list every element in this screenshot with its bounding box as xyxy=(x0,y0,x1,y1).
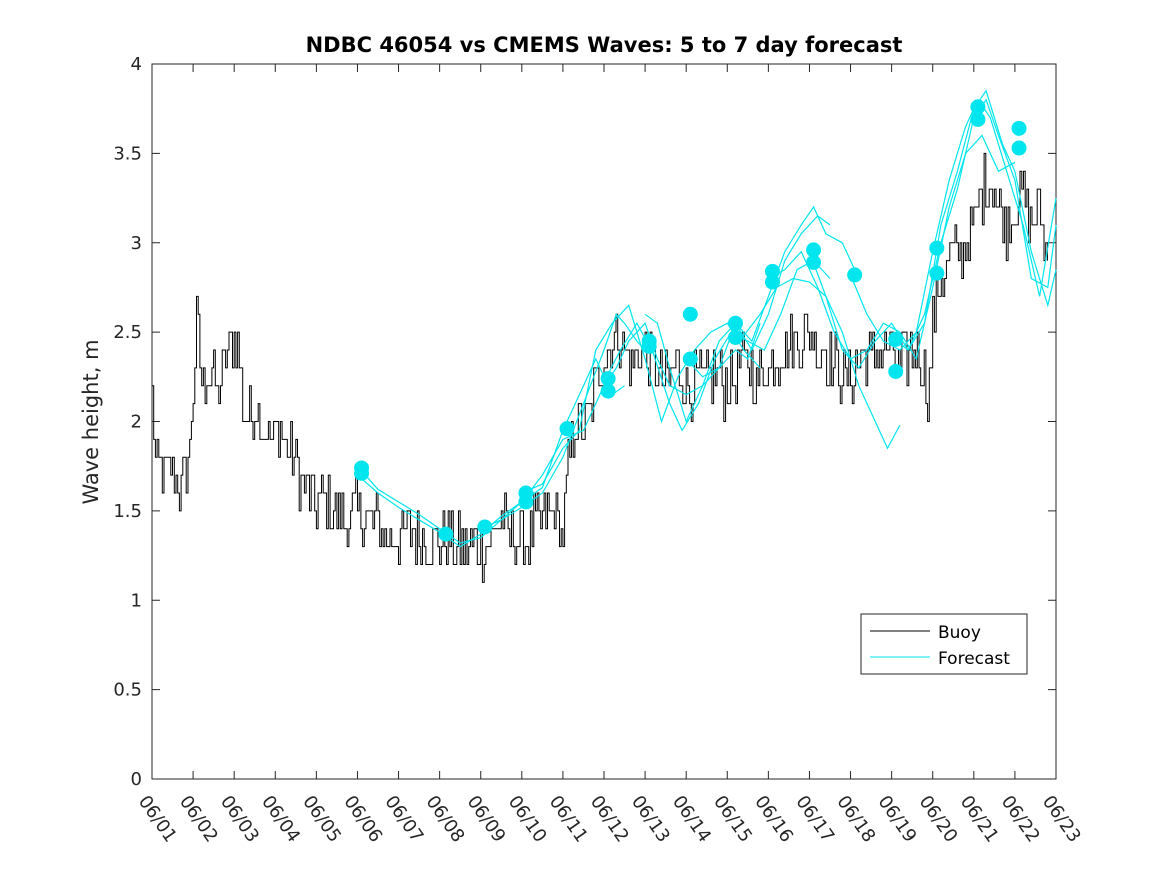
forecast-marker-group xyxy=(354,99,1027,542)
forecast-marker xyxy=(929,265,945,281)
forecast-marker xyxy=(518,485,534,501)
y-axis-label: Wave height, m xyxy=(79,339,103,504)
y-tick-label: 0 xyxy=(131,769,142,790)
y-tick-label: 1.5 xyxy=(113,501,142,522)
forecast-marker xyxy=(641,333,657,349)
legend-forecast-label: Forecast xyxy=(938,649,1010,669)
y-tick-label: 3 xyxy=(131,233,142,254)
forecast-line-8 xyxy=(726,277,901,450)
forecast-marker xyxy=(438,526,454,542)
forecast-marker xyxy=(682,306,698,322)
forecast-marker xyxy=(929,240,945,256)
forecast-marker xyxy=(888,363,904,379)
forecast-line-11 xyxy=(849,98,1057,351)
forecast-marker xyxy=(806,242,822,258)
forecast-marker xyxy=(727,329,743,345)
forecast-line-2 xyxy=(357,357,625,548)
forecast-line-5 xyxy=(603,259,831,432)
forecast-line-4 xyxy=(521,304,761,494)
forecast-marker xyxy=(1011,140,1027,156)
legend-buoy-label: Buoy xyxy=(938,623,981,643)
y-tick-label: 4 xyxy=(131,54,142,75)
y-tick-label: 2.5 xyxy=(113,322,142,343)
forecast-marker xyxy=(682,351,698,367)
forecast-marker xyxy=(970,99,986,115)
forecast-marker xyxy=(1011,120,1027,136)
forecast-marker xyxy=(477,519,493,535)
y-tick-label: 2 xyxy=(131,412,142,433)
forecast-marker xyxy=(600,371,616,387)
y-tick-label: 0.5 xyxy=(113,680,142,701)
forecast-marker xyxy=(847,267,863,283)
y-tick-label: 1 xyxy=(131,590,142,611)
chart-title: NDBC 46054 vs CMEMS Waves: 5 to 7 day fo… xyxy=(306,33,903,57)
forecast-marker xyxy=(764,263,780,279)
forecast-marker xyxy=(970,111,986,127)
y-tick-label: 3.5 xyxy=(113,143,142,164)
legend-box xyxy=(860,613,1028,675)
forecast-marker xyxy=(600,383,616,399)
forecast-marker xyxy=(354,465,370,481)
forecast-marker xyxy=(806,254,822,270)
forecast-line-9 xyxy=(768,134,1016,361)
legend: Buoy Forecast xyxy=(860,613,1028,675)
forecast-marker xyxy=(888,331,904,347)
forecast-marker xyxy=(559,421,575,437)
forecast-marker xyxy=(727,315,743,331)
